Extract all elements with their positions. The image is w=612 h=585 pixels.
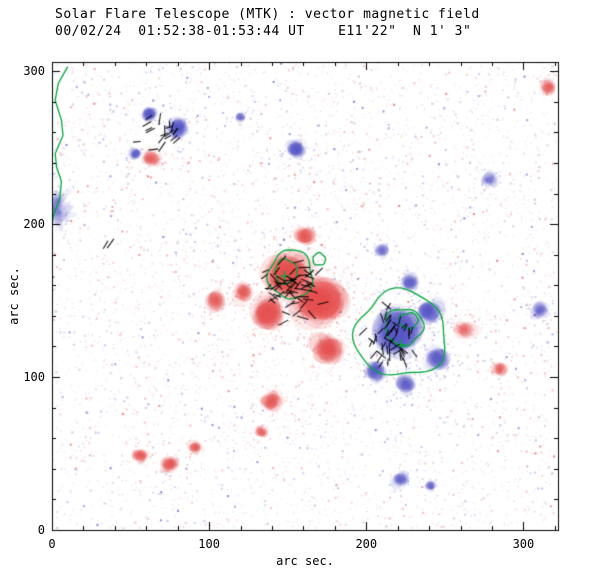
y-tick-label: 0 bbox=[37, 523, 45, 537]
x-tick-label: 100 bbox=[198, 537, 220, 551]
x-axis-label: arc sec. bbox=[276, 554, 334, 568]
plot-subtitle: 00/02/24 01:52:38-01:53:44 UT E11'22" N … bbox=[55, 24, 472, 39]
y-tick-label: 200 bbox=[23, 217, 45, 232]
plot-title: Solar Flare Telescope (MTK) : vector mag… bbox=[55, 7, 480, 22]
x-tick-label: 300 bbox=[512, 537, 535, 551]
x-tick-label: 200 bbox=[355, 537, 378, 551]
y-tick-label: 100 bbox=[23, 370, 45, 385]
y-tick-label: 300 bbox=[23, 64, 45, 79]
y-axis-label: arc sec. bbox=[7, 267, 21, 325]
x-tick-label: 0 bbox=[48, 537, 56, 551]
